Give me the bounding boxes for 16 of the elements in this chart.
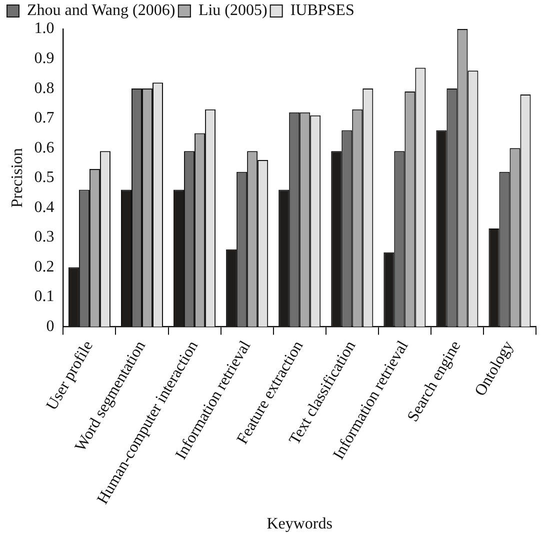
y-tick-label: 0.7 [34, 110, 54, 127]
y-axis-title: Precision [8, 148, 26, 208]
y-tick-label: 0.5 [34, 169, 54, 186]
y-tick-label: 0.1 [34, 288, 54, 306]
y-tick-label: 0.8 [34, 80, 54, 97]
y-tick-label: 0 [46, 318, 54, 335]
legend-label: IUBPSES [290, 2, 354, 20]
x-axis-title: Keywords [266, 516, 332, 533]
y-tick-label: 1.0 [34, 20, 54, 38]
y-tick-label: 0.9 [34, 50, 54, 67]
legend-label: Liu (2005) [198, 2, 268, 20]
y-tick-label: 0.2 [34, 258, 54, 276]
y-tick-label: 0.3 [34, 228, 54, 246]
legend-label: Zhou and Wang (2006) [27, 2, 176, 20]
y-tick-label: 0.6 [34, 139, 54, 156]
y-tick-label: 0.4 [34, 198, 54, 216]
